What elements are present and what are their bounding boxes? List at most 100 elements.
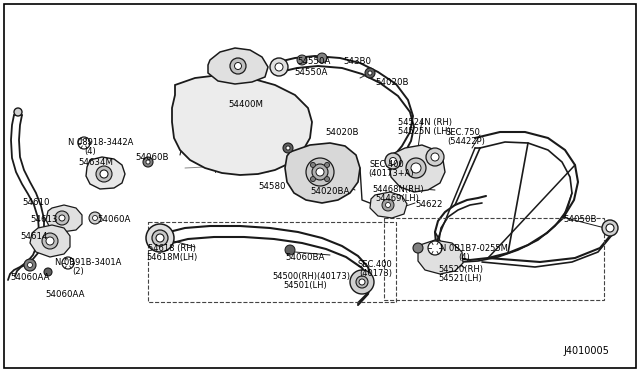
Circle shape xyxy=(310,177,316,182)
Circle shape xyxy=(356,276,368,288)
Text: 54520(RH): 54520(RH) xyxy=(438,265,483,274)
Text: (2): (2) xyxy=(72,267,84,276)
Circle shape xyxy=(59,215,65,221)
Circle shape xyxy=(285,245,295,255)
Circle shape xyxy=(310,163,316,167)
Text: SEC.400: SEC.400 xyxy=(370,160,404,169)
Text: 54060B: 54060B xyxy=(135,153,168,162)
Circle shape xyxy=(406,158,426,178)
Circle shape xyxy=(317,53,327,63)
Circle shape xyxy=(42,233,58,249)
Text: 54060BA: 54060BA xyxy=(285,253,324,262)
Circle shape xyxy=(431,153,439,161)
Circle shape xyxy=(275,63,283,71)
Text: (4): (4) xyxy=(84,147,96,156)
Polygon shape xyxy=(46,205,82,232)
Circle shape xyxy=(270,58,288,76)
Circle shape xyxy=(96,166,112,182)
Polygon shape xyxy=(418,240,463,274)
Text: 54020B: 54020B xyxy=(375,78,408,87)
Text: 54634M: 54634M xyxy=(78,158,113,167)
Circle shape xyxy=(152,230,168,246)
Text: (4): (4) xyxy=(458,253,470,262)
Circle shape xyxy=(385,153,401,169)
Text: 54524N (RH): 54524N (RH) xyxy=(398,118,452,127)
Circle shape xyxy=(230,58,246,74)
Circle shape xyxy=(100,170,108,178)
Circle shape xyxy=(316,168,324,176)
Polygon shape xyxy=(389,145,445,192)
Text: 54610: 54610 xyxy=(22,198,49,207)
Text: 54550A: 54550A xyxy=(297,57,330,66)
Circle shape xyxy=(428,241,442,255)
Bar xyxy=(384,218,604,300)
Circle shape xyxy=(286,146,290,150)
Text: 54614: 54614 xyxy=(20,232,47,241)
Circle shape xyxy=(14,108,22,116)
Circle shape xyxy=(55,211,69,225)
Circle shape xyxy=(606,224,614,232)
Text: 54618M(LH): 54618M(LH) xyxy=(146,253,197,262)
Circle shape xyxy=(24,259,36,271)
Circle shape xyxy=(350,270,374,294)
Text: N 0B1B7-0255M: N 0B1B7-0255M xyxy=(440,244,508,253)
Circle shape xyxy=(365,68,375,78)
Text: N 0B91B-3401A: N 0B91B-3401A xyxy=(55,258,122,267)
Circle shape xyxy=(89,212,101,224)
Circle shape xyxy=(156,234,164,242)
Circle shape xyxy=(146,224,174,252)
Text: J4010005: J4010005 xyxy=(563,346,609,356)
Text: 54501(LH): 54501(LH) xyxy=(283,281,327,290)
Circle shape xyxy=(602,220,618,236)
Text: N 08918-3442A: N 08918-3442A xyxy=(68,138,133,147)
Text: 54468N(RH): 54468N(RH) xyxy=(372,185,424,194)
Circle shape xyxy=(413,243,423,253)
Circle shape xyxy=(411,163,421,173)
Polygon shape xyxy=(285,143,360,203)
Circle shape xyxy=(382,199,394,211)
Polygon shape xyxy=(208,48,268,84)
Text: 54580: 54580 xyxy=(258,182,285,191)
Bar xyxy=(148,222,396,302)
Text: (40173+A): (40173+A) xyxy=(368,169,413,178)
Polygon shape xyxy=(86,157,125,189)
Text: 54622: 54622 xyxy=(415,200,442,209)
Text: 54060AA: 54060AA xyxy=(45,290,84,299)
Circle shape xyxy=(426,148,444,166)
Circle shape xyxy=(390,157,397,164)
Circle shape xyxy=(146,160,150,164)
Circle shape xyxy=(44,268,52,276)
Circle shape xyxy=(28,263,33,267)
Circle shape xyxy=(385,202,390,208)
Circle shape xyxy=(93,215,97,221)
Text: 543B0: 543B0 xyxy=(343,57,371,66)
Circle shape xyxy=(324,177,330,182)
Text: 54550A: 54550A xyxy=(294,68,328,77)
Text: 54500(RH)(40173): 54500(RH)(40173) xyxy=(272,272,350,281)
Text: 54060AA: 54060AA xyxy=(10,273,49,282)
Circle shape xyxy=(359,279,365,285)
Text: 54525N (LH): 54525N (LH) xyxy=(398,127,451,136)
Polygon shape xyxy=(370,192,407,218)
Circle shape xyxy=(368,71,372,75)
Circle shape xyxy=(234,62,241,70)
Text: 54400M: 54400M xyxy=(228,100,263,109)
Text: 54613: 54613 xyxy=(30,215,58,224)
Polygon shape xyxy=(172,75,312,175)
Circle shape xyxy=(143,157,153,167)
Text: SEC.750: SEC.750 xyxy=(445,128,480,137)
Text: SEC.400: SEC.400 xyxy=(357,260,392,269)
Polygon shape xyxy=(30,225,70,257)
Circle shape xyxy=(46,237,54,245)
Text: 54020BA: 54020BA xyxy=(310,187,349,196)
Text: (54422P): (54422P) xyxy=(447,137,485,146)
Text: 54050B: 54050B xyxy=(563,215,596,224)
Circle shape xyxy=(312,164,328,180)
Text: 54020B: 54020B xyxy=(325,128,358,137)
Circle shape xyxy=(62,257,74,269)
Text: 54060A: 54060A xyxy=(97,215,131,224)
Text: 54618 (RH): 54618 (RH) xyxy=(148,244,196,253)
Circle shape xyxy=(306,158,334,186)
Text: 54469(LH): 54469(LH) xyxy=(375,194,419,203)
Circle shape xyxy=(297,55,307,65)
